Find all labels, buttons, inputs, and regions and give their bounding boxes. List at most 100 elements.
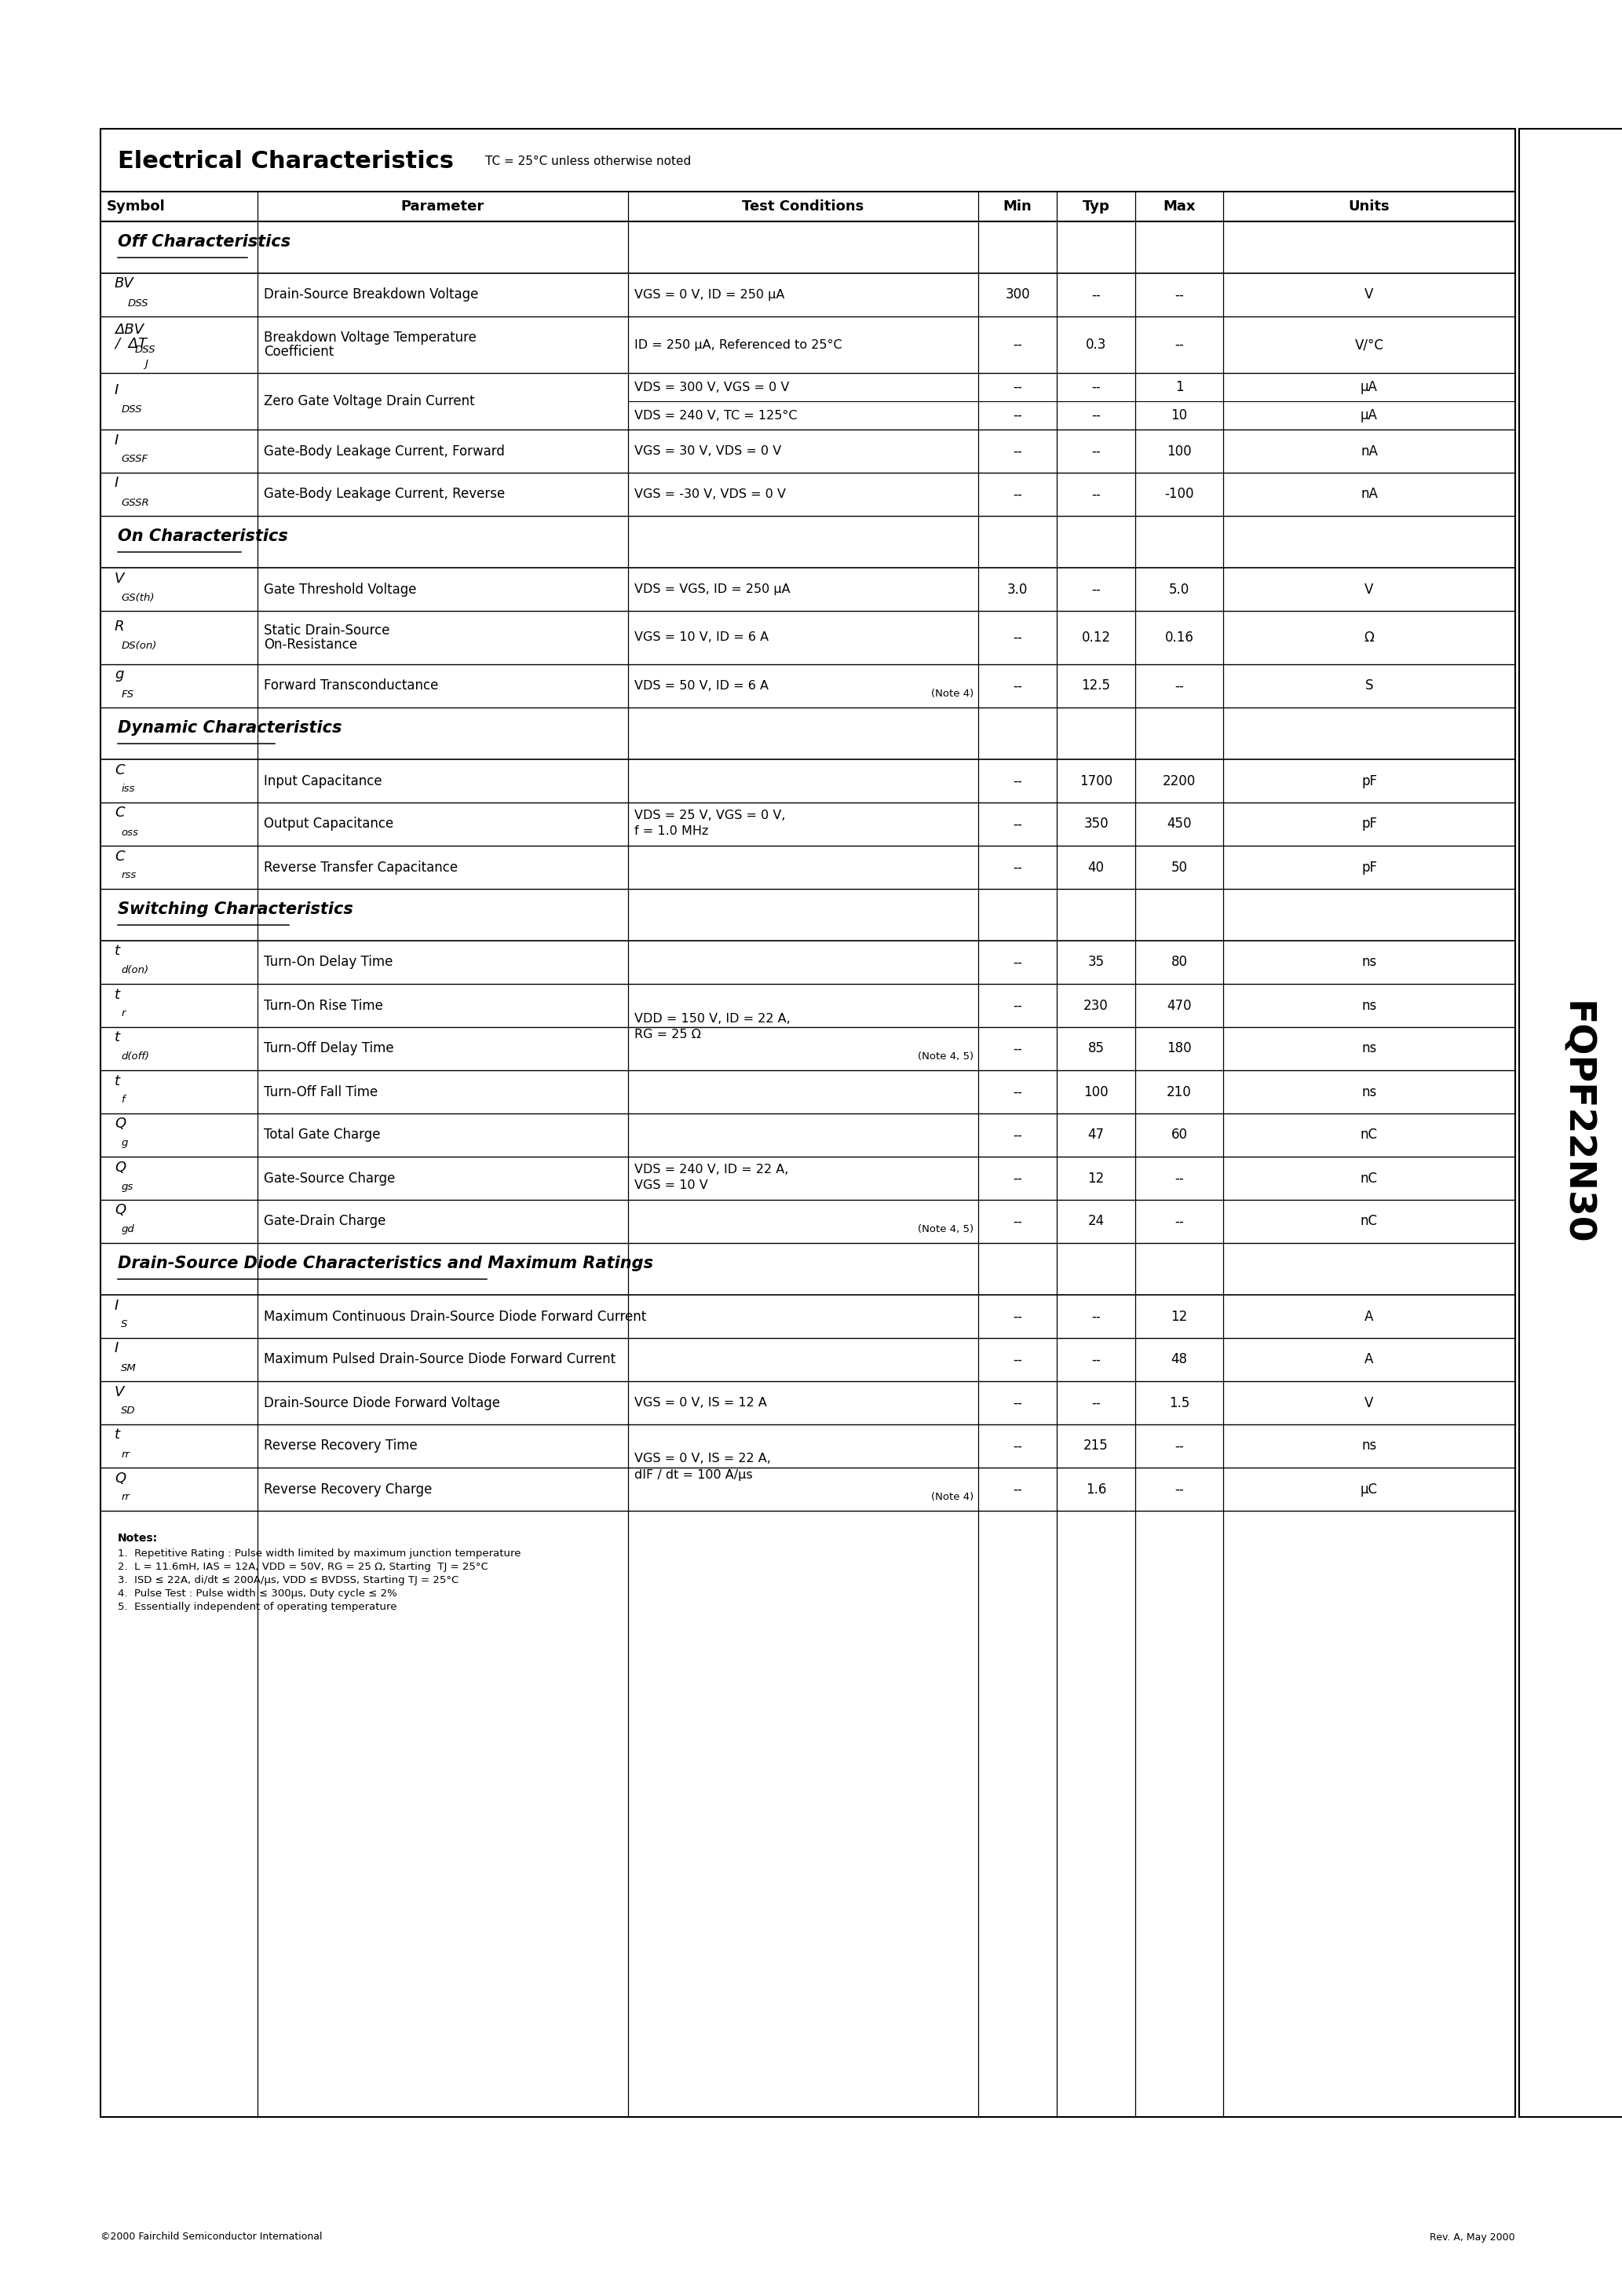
Text: DS(on): DS(on): [122, 641, 157, 652]
Text: V/°C: V/°C: [1354, 338, 1384, 351]
Text: --: --: [1012, 1396, 1022, 1410]
Text: --: --: [1092, 287, 1101, 301]
Text: (Note 4): (Note 4): [931, 689, 973, 698]
Text: --: --: [1092, 1396, 1101, 1410]
Text: dIF / dt = 100 A/μs: dIF / dt = 100 A/μs: [634, 1469, 753, 1481]
Text: 50: 50: [1171, 861, 1187, 875]
Text: Dynamic Characteristics: Dynamic Characteristics: [118, 721, 342, 735]
Text: Q: Q: [115, 1203, 127, 1217]
Text: --: --: [1012, 443, 1022, 459]
Text: 35: 35: [1088, 955, 1105, 969]
Text: /  ΔT: / ΔT: [115, 338, 148, 351]
Text: nA: nA: [1361, 443, 1377, 459]
Text: VGS = -30 V, VDS = 0 V: VGS = -30 V, VDS = 0 V: [634, 489, 787, 501]
Text: Max: Max: [1163, 200, 1195, 214]
Text: ns: ns: [1361, 1440, 1377, 1453]
Text: g: g: [115, 668, 123, 682]
Text: ns: ns: [1361, 1042, 1377, 1056]
Text: t: t: [115, 944, 120, 957]
Text: --: --: [1012, 817, 1022, 831]
Text: FS: FS: [122, 689, 133, 700]
Text: Min: Min: [1002, 200, 1032, 214]
Text: pF: pF: [1361, 861, 1377, 875]
Text: 1.  Repetitive Rating : Pulse width limited by maximum junction temperature: 1. Repetitive Rating : Pulse width limit…: [118, 1548, 521, 1559]
Text: Electrical Characteristics: Electrical Characteristics: [118, 149, 454, 172]
Text: --: --: [1012, 955, 1022, 969]
Text: --: --: [1092, 381, 1101, 395]
Text: 210: 210: [1166, 1084, 1192, 1100]
Text: ns: ns: [1361, 955, 1377, 969]
Text: VDS = 50 V, ID = 6 A: VDS = 50 V, ID = 6 A: [634, 680, 769, 691]
Text: DSS: DSS: [122, 404, 141, 416]
Text: VDS = 240 V, TC = 125°C: VDS = 240 V, TC = 125°C: [634, 409, 798, 420]
Text: VDS = 240 V, ID = 22 A,: VDS = 240 V, ID = 22 A,: [634, 1164, 788, 1176]
Text: 300: 300: [1006, 287, 1030, 301]
Text: --: --: [1092, 409, 1101, 422]
Text: VDS = VGS, ID = 250 μA: VDS = VGS, ID = 250 μA: [634, 583, 790, 595]
Text: --: --: [1092, 583, 1101, 597]
Text: --: --: [1092, 1352, 1101, 1366]
Text: 5.0: 5.0: [1169, 583, 1189, 597]
Text: Notes:: Notes:: [118, 1534, 157, 1543]
Text: Reverse Recovery Charge: Reverse Recovery Charge: [264, 1483, 431, 1497]
Text: A: A: [1364, 1352, 1374, 1366]
Text: Gate-Source Charge: Gate-Source Charge: [264, 1171, 396, 1185]
Text: --: --: [1012, 338, 1022, 351]
Text: Rev. A, May 2000: Rev. A, May 2000: [1431, 2232, 1515, 2243]
Text: S: S: [122, 1320, 128, 1329]
Text: 80: 80: [1171, 955, 1187, 969]
Text: pF: pF: [1361, 817, 1377, 831]
Text: --: --: [1092, 443, 1101, 459]
Text: Gate-Drain Charge: Gate-Drain Charge: [264, 1215, 386, 1228]
Text: --: --: [1012, 409, 1022, 422]
Text: -100: -100: [1165, 487, 1194, 501]
Text: V: V: [1364, 583, 1374, 597]
Text: VGS = 10 V, ID = 6 A: VGS = 10 V, ID = 6 A: [634, 631, 769, 643]
Text: Breakdown Voltage Temperature: Breakdown Voltage Temperature: [264, 331, 477, 344]
Text: On Characteristics: On Characteristics: [118, 528, 289, 544]
Text: Turn-Off Delay Time: Turn-Off Delay Time: [264, 1042, 394, 1056]
Text: --: --: [1012, 1171, 1022, 1185]
Text: V: V: [115, 572, 125, 585]
Text: --: --: [1012, 1483, 1022, 1497]
Text: GS(th): GS(th): [122, 592, 154, 602]
Text: Reverse Transfer Capacitance: Reverse Transfer Capacitance: [264, 861, 457, 875]
Text: --: --: [1174, 1440, 1184, 1453]
Text: Maximum Pulsed Drain-Source Diode Forward Current: Maximum Pulsed Drain-Source Diode Forwar…: [264, 1352, 616, 1366]
Text: Maximum Continuous Drain-Source Diode Forward Current: Maximum Continuous Drain-Source Diode Fo…: [264, 1309, 646, 1322]
Text: --: --: [1012, 1084, 1022, 1100]
Text: (Note 4): (Note 4): [931, 1492, 973, 1502]
Text: rss: rss: [122, 870, 136, 882]
Text: 0.16: 0.16: [1165, 631, 1194, 645]
Text: Typ: Typ: [1082, 200, 1109, 214]
Text: Zero Gate Voltage Drain Current: Zero Gate Voltage Drain Current: [264, 395, 475, 409]
Text: I: I: [115, 434, 118, 448]
Text: 0.12: 0.12: [1082, 631, 1111, 645]
Text: r: r: [122, 1008, 125, 1019]
Text: Test Conditions: Test Conditions: [743, 200, 865, 214]
Text: ©2000 Fairchild Semiconductor International: ©2000 Fairchild Semiconductor Internatio…: [101, 2232, 323, 2243]
Text: f = 1.0 MHz: f = 1.0 MHz: [634, 824, 709, 838]
Text: --: --: [1174, 287, 1184, 301]
Text: Forward Transconductance: Forward Transconductance: [264, 680, 438, 693]
Text: d(off): d(off): [122, 1052, 149, 1063]
Text: --: --: [1174, 338, 1184, 351]
Text: A: A: [1364, 1309, 1374, 1322]
Text: --: --: [1012, 1215, 1022, 1228]
Text: GSSF: GSSF: [122, 455, 148, 464]
Text: BV: BV: [115, 278, 135, 292]
Text: C: C: [115, 762, 125, 776]
Text: 450: 450: [1166, 817, 1192, 831]
Text: 47: 47: [1088, 1127, 1105, 1141]
Text: nA: nA: [1361, 487, 1377, 501]
Text: --: --: [1174, 1215, 1184, 1228]
Text: VDS = 25 V, VGS = 0 V,: VDS = 25 V, VGS = 0 V,: [634, 810, 785, 822]
Text: ns: ns: [1361, 999, 1377, 1013]
Text: 1: 1: [1174, 381, 1184, 395]
Text: t: t: [115, 1428, 120, 1442]
Text: nC: nC: [1361, 1215, 1377, 1228]
Text: (Note 4, 5): (Note 4, 5): [918, 1224, 973, 1235]
Text: Turn-Off Fall Time: Turn-Off Fall Time: [264, 1084, 378, 1100]
Text: Input Capacitance: Input Capacitance: [264, 774, 383, 788]
Text: --: --: [1174, 1171, 1184, 1185]
